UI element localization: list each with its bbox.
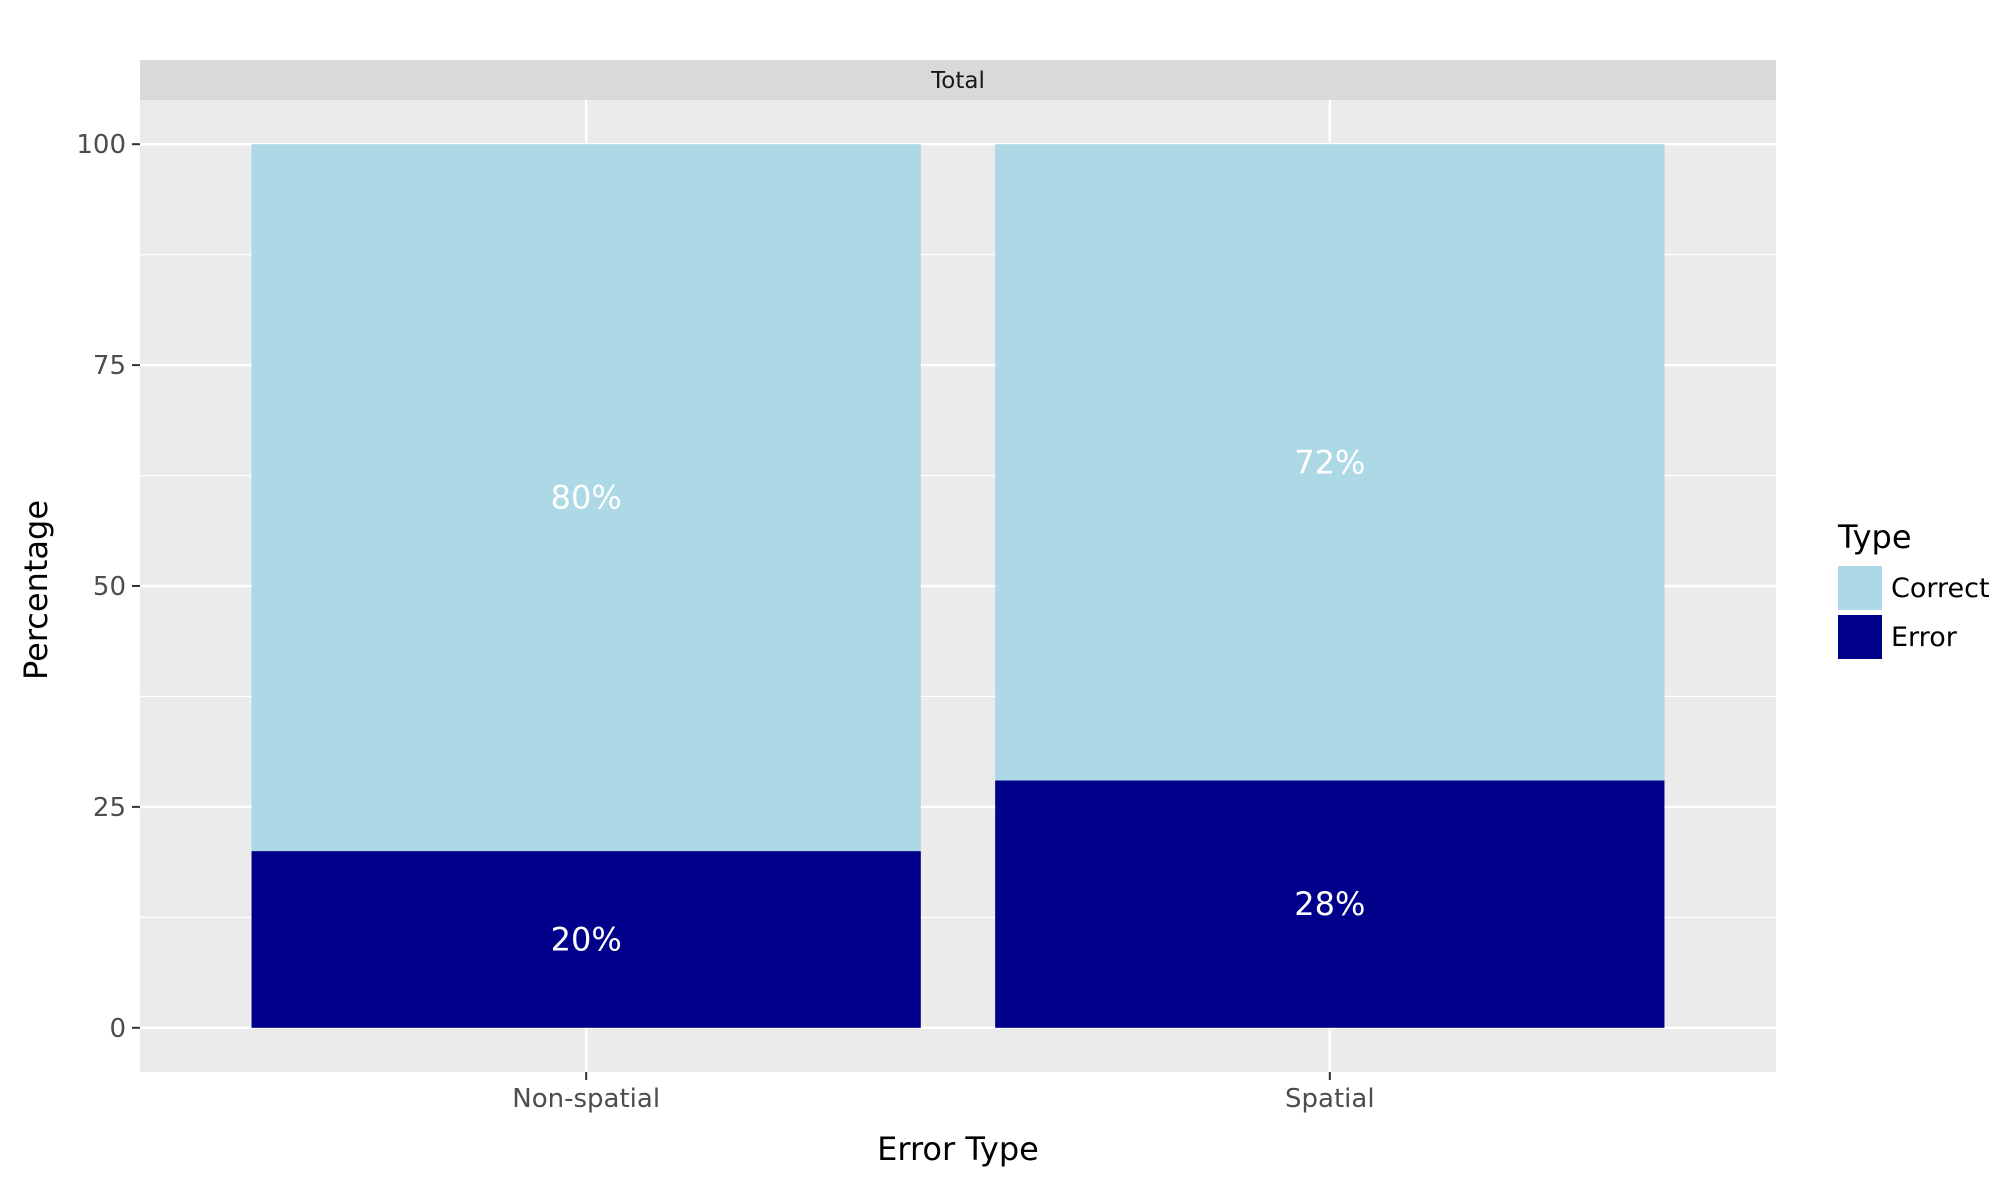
y-axis: 0 25 50 75 100 — [76, 130, 140, 1044]
y-tick-label: 100 — [76, 130, 126, 160]
legend-label-error: Error — [1891, 622, 1958, 653]
x-tick-label: Spatial — [1285, 1084, 1375, 1114]
y-tick-label: 50 — [93, 572, 126, 602]
legend-swatch-error — [1838, 615, 1882, 659]
y-tick-label: 25 — [93, 793, 126, 823]
bar-labels: 20% 80% 28% 72% — [551, 443, 1366, 958]
legend-label-correct: Correct — [1891, 573, 1990, 604]
bar-error-spatial — [995, 780, 1665, 1028]
y-axis-title: Percentage — [17, 500, 55, 680]
bar-correct-spatial — [995, 144, 1665, 781]
bar-value-label: 80% — [551, 479, 622, 517]
facet-strip-label: Total — [930, 68, 985, 94]
y-tick-label: 0 — [109, 1014, 126, 1044]
bar-correct-non-spatial — [251, 144, 921, 852]
legend-title: Type — [1837, 518, 1912, 556]
legend: Type Correct Error — [1837, 518, 1990, 659]
bar-value-label: 20% — [551, 920, 622, 958]
legend-swatch-correct — [1838, 566, 1882, 610]
x-tick-label: Non-spatial — [512, 1084, 660, 1114]
y-tick-label: 75 — [93, 351, 126, 381]
bar-error-non-spatial — [251, 851, 921, 1028]
x-axis-title: Error Type — [877, 1130, 1039, 1168]
x-axis: Non-spatial Spatial — [512, 1072, 1375, 1114]
strip-background — [140, 60, 1776, 100]
bar-value-label: 72% — [1294, 443, 1365, 481]
bar-value-label: 28% — [1294, 885, 1365, 923]
bars — [251, 144, 1665, 1028]
